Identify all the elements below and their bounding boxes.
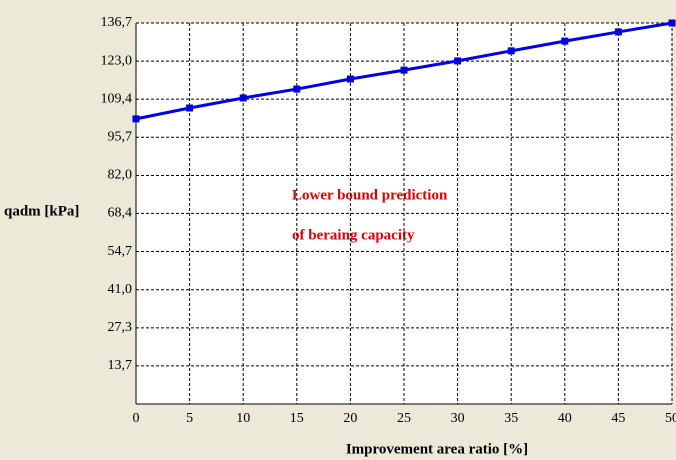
y-tick-label: 95,7 [108, 129, 133, 144]
x-tick-label: 35 [504, 411, 518, 426]
y-tick-label: 54,7 [108, 244, 133, 259]
y-tick-label: 41,0 [108, 282, 133, 297]
annotation: of beraing capacity [292, 227, 415, 243]
data-point [186, 104, 194, 112]
y-tick-label: 82,0 [108, 168, 133, 183]
x-tick-label: 15 [290, 411, 304, 426]
x-tick-label: 40 [558, 411, 572, 426]
data-point [400, 66, 408, 74]
x-tick-label: 0 [133, 411, 140, 426]
data-point [668, 19, 676, 27]
annotation: Lower bound prediction [292, 187, 448, 203]
y-tick-label: 27,3 [108, 320, 133, 335]
x-tick-label: 5 [186, 411, 193, 426]
y-tick-label: 123,0 [101, 53, 133, 68]
x-tick-label: 10 [236, 411, 250, 426]
y-tick-label: 13,7 [108, 358, 133, 373]
y-tick-label: 109,4 [101, 91, 133, 106]
x-tick-label: 45 [611, 411, 625, 426]
data-point [293, 85, 301, 93]
data-point [454, 57, 462, 65]
data-point [561, 37, 569, 45]
x-tick-label: 50 [665, 411, 676, 426]
y-tick-label: 136,7 [101, 15, 133, 30]
data-point [132, 115, 140, 123]
data-point [614, 28, 622, 36]
x-tick-label: 30 [451, 411, 465, 426]
data-point [346, 75, 354, 83]
x-tick-label: 20 [343, 411, 357, 426]
y-tick-label: 68,4 [108, 206, 133, 221]
x-tick-label: 25 [397, 411, 411, 426]
x-axis-label: Improvement area ratio [%] [346, 441, 528, 457]
data-point [507, 47, 515, 55]
y-axis-label: qadm [kPa] [4, 203, 79, 219]
data-point [239, 94, 247, 102]
